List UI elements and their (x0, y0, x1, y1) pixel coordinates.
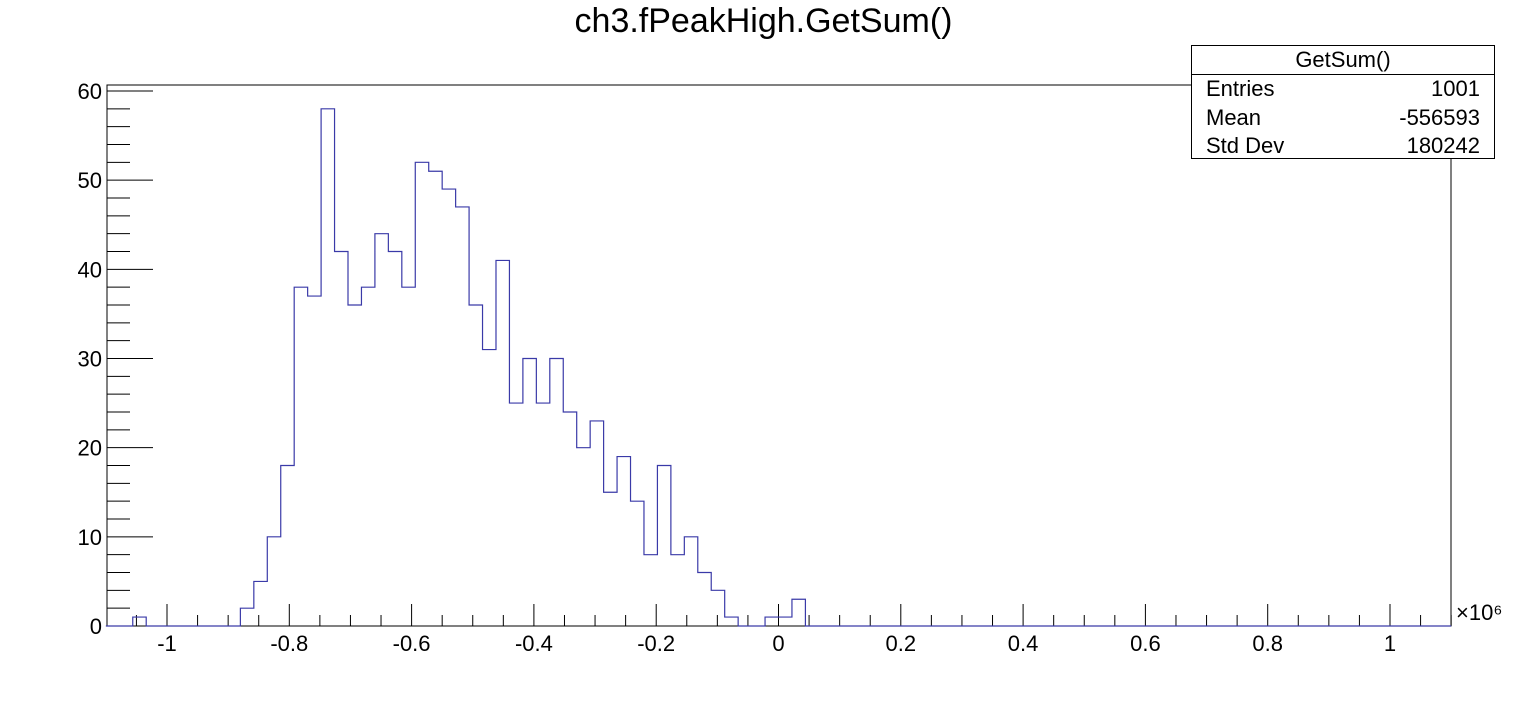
stats-label: Std Dev (1206, 133, 1285, 158)
y-tick-label: 20 (78, 436, 102, 461)
y-tick-label: 60 (78, 79, 102, 104)
x-tick-label: 0.8 (1252, 631, 1283, 656)
x-tick-label: 0.4 (1008, 631, 1039, 656)
y-tick-label: 0 (90, 614, 102, 639)
stats-value: 180242 (1406, 133, 1480, 158)
x-tick-label: -0.4 (515, 631, 553, 656)
histogram-line (105, 108, 1452, 627)
stats-label: Entries (1206, 76, 1275, 101)
y-tick-label: 50 (78, 168, 102, 193)
chart-title: ch3.fPeakHigh.GetSum() (574, 2, 953, 40)
x-tick-label: 0 (772, 631, 784, 656)
x-tick-label: 1 (1384, 631, 1396, 656)
y-tick-label: 10 (78, 525, 102, 550)
x-tick-label: -0.2 (637, 631, 675, 656)
x-axis: -1 -0.8 -0.6 -0.4 -0.2 0 0.2 0.4 0.6 0.8 1 (135, 604, 1452, 656)
stats-box: GetSum() Entries 1001 Mean -556593 Std D… (1191, 45, 1495, 159)
y-tick-label: 30 (78, 347, 102, 372)
x-axis-multiplier: ×10⁶ (1456, 600, 1502, 625)
stats-row-mean: Mean -556593 (1192, 104, 1494, 133)
y-tick-label: 40 (78, 257, 102, 282)
stats-row-entries: Entries 1001 (1192, 75, 1494, 104)
stats-value: -556593 (1399, 104, 1480, 130)
y-axis: 0 10 20 30 40 50 60 (78, 79, 153, 639)
stats-title: GetSum() (1192, 46, 1494, 75)
stats-label: Mean (1206, 104, 1262, 130)
x-tick-label: 0.2 (886, 631, 917, 656)
x-tick-label: -1 (157, 631, 177, 656)
x-tick-label: 0.6 (1130, 631, 1161, 656)
stats-row-stddev: Std Dev 180242 (1192, 132, 1494, 161)
stats-value: 1001 (1431, 76, 1480, 101)
x-tick-label: -0.8 (270, 631, 308, 656)
plot-frame (106, 84, 1452, 627)
x-tick-label: -0.6 (393, 631, 431, 656)
